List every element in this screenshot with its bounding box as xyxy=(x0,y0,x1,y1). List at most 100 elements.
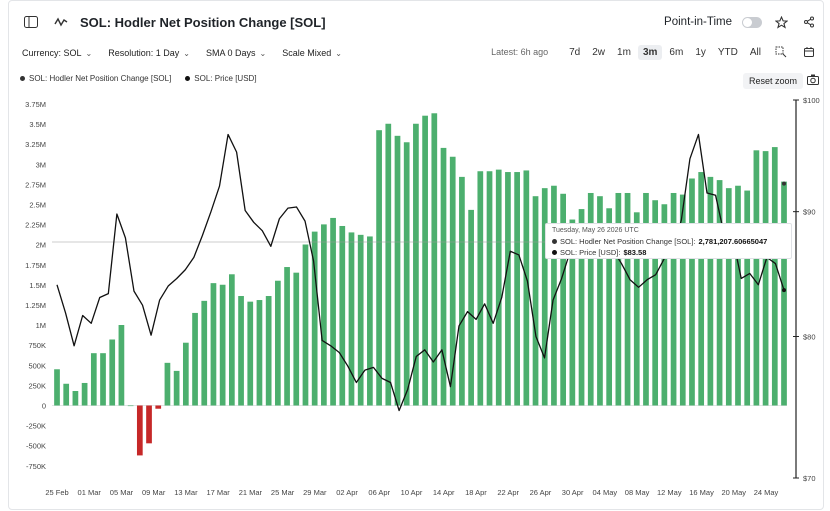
range-6m[interactable]: 6m xyxy=(669,46,684,58)
range-1m[interactable]: 1m xyxy=(617,46,631,58)
y-left-tick-label: 3.75M xyxy=(25,100,46,109)
tooltip-value-net-position: 2,781,207.60665047 xyxy=(698,237,768,246)
star-icon[interactable] xyxy=(772,13,790,31)
bar xyxy=(136,405,143,456)
legend-dot xyxy=(20,75,25,81)
bar xyxy=(348,232,355,406)
y-left-tick-label: -500K xyxy=(26,442,46,451)
bar xyxy=(330,217,336,406)
bar xyxy=(229,274,235,406)
range-all[interactable]: All xyxy=(749,46,761,58)
bar xyxy=(624,192,631,406)
y-left-tick-label: 3M xyxy=(36,160,46,169)
x-tick-label: 13 Mar xyxy=(174,488,198,497)
bar-point xyxy=(782,181,786,186)
bar xyxy=(164,362,171,406)
tooltip-date: Tuesday, May 26 2026 UTC xyxy=(552,227,639,234)
legend-item-price[interactable]: SOL: Price [USD] xyxy=(185,73,257,83)
sma-select[interactable]: SMA 0 Days ⌄ xyxy=(206,48,266,58)
bar xyxy=(505,172,511,406)
range-7d[interactable]: 7d xyxy=(569,46,581,58)
x-tick-label: 09 Mar xyxy=(142,488,166,497)
bar xyxy=(551,185,557,406)
reset-zoom-button[interactable]: Reset zoom xyxy=(743,73,804,89)
bar xyxy=(394,135,401,406)
bar xyxy=(54,369,60,406)
bar xyxy=(652,200,659,406)
x-tick-label: 18 Apr xyxy=(465,488,487,497)
bar xyxy=(477,171,484,406)
y-left-tick-label: 500K xyxy=(28,361,46,370)
resolution-select[interactable]: Resolution: 1 Day ⌄ xyxy=(108,48,190,58)
latest-update: Latest: 6h ago xyxy=(491,47,549,57)
share-icon[interactable] xyxy=(800,13,818,31)
bar xyxy=(449,156,456,406)
x-tick-label: 20 May xyxy=(721,488,746,497)
bar xyxy=(781,181,787,406)
legend-label-net-position: SOL: Hodler Net Position Change [SOL] xyxy=(29,73,172,83)
chevron-down-icon: ⌄ xyxy=(335,48,342,58)
legend-item-net-position[interactable]: SOL: Hodler Net Position Change [SOL] xyxy=(20,74,171,83)
point-in-time-toggle[interactable] xyxy=(742,16,762,28)
bar xyxy=(725,188,732,406)
bar xyxy=(468,209,474,406)
y-left-tick-label: 750K xyxy=(28,341,46,350)
tooltip-label-net-position: SOL: Hodler Net Position Change [SOL]: xyxy=(560,237,696,246)
bar xyxy=(698,172,705,406)
bar xyxy=(293,272,300,406)
bar xyxy=(431,113,438,406)
currency-select[interactable]: Currency: SOL ⌄ xyxy=(22,48,92,58)
bar xyxy=(265,296,272,406)
scale-label: Scale Mixed xyxy=(282,48,332,58)
camera-icon[interactable] xyxy=(807,72,819,90)
y-left-tick-label: 1M xyxy=(36,321,46,330)
range-2w[interactable]: 2w xyxy=(592,46,606,58)
x-tick-label: 14 Apr xyxy=(433,488,455,497)
x-tick-label: 06 Apr xyxy=(368,488,390,497)
bar xyxy=(735,185,741,406)
zoom-select-icon[interactable] xyxy=(772,43,790,61)
bar xyxy=(633,212,640,406)
bar xyxy=(90,353,97,406)
bar xyxy=(173,370,180,406)
scale-select[interactable]: Scale Mixed ⌄ xyxy=(282,48,342,58)
range-ytd[interactable]: YTD xyxy=(717,46,738,58)
bar xyxy=(367,236,373,406)
price-line xyxy=(56,133,785,412)
y-left-tick-label: 3.5M xyxy=(29,120,46,129)
bar xyxy=(284,267,290,406)
bar xyxy=(532,196,539,406)
range-1y[interactable]: 1y xyxy=(695,46,706,58)
x-tick-label: 22 Apr xyxy=(497,488,519,497)
y-left-tick-label: 0 xyxy=(42,402,46,411)
bar xyxy=(339,225,346,406)
bar xyxy=(100,353,106,406)
bar xyxy=(357,234,364,406)
price-point xyxy=(782,288,786,293)
bar xyxy=(219,284,226,406)
bar xyxy=(495,169,502,406)
point-in-time-label: Point-in-Time xyxy=(664,16,732,28)
bar xyxy=(689,178,695,406)
bar xyxy=(716,180,723,406)
bar xyxy=(413,123,419,406)
bar xyxy=(661,204,668,406)
bar xyxy=(192,312,198,406)
legend-label-price: SOL: Price [USD] xyxy=(194,73,257,83)
bar xyxy=(275,280,281,406)
sidebar-toggle-icon[interactable] xyxy=(22,13,40,31)
bar xyxy=(587,192,594,406)
bar xyxy=(541,188,548,406)
bar xyxy=(615,192,622,406)
bar xyxy=(753,150,760,406)
calendar-icon[interactable] xyxy=(800,43,818,61)
bar xyxy=(514,172,520,406)
x-tick-label: 10 Apr xyxy=(401,488,423,497)
bar xyxy=(109,339,116,406)
chevron-down-icon: ⌄ xyxy=(259,48,267,58)
bar xyxy=(302,244,309,406)
range-3m[interactable]: 3m xyxy=(637,44,663,60)
bar xyxy=(256,300,263,406)
bar xyxy=(597,196,603,406)
